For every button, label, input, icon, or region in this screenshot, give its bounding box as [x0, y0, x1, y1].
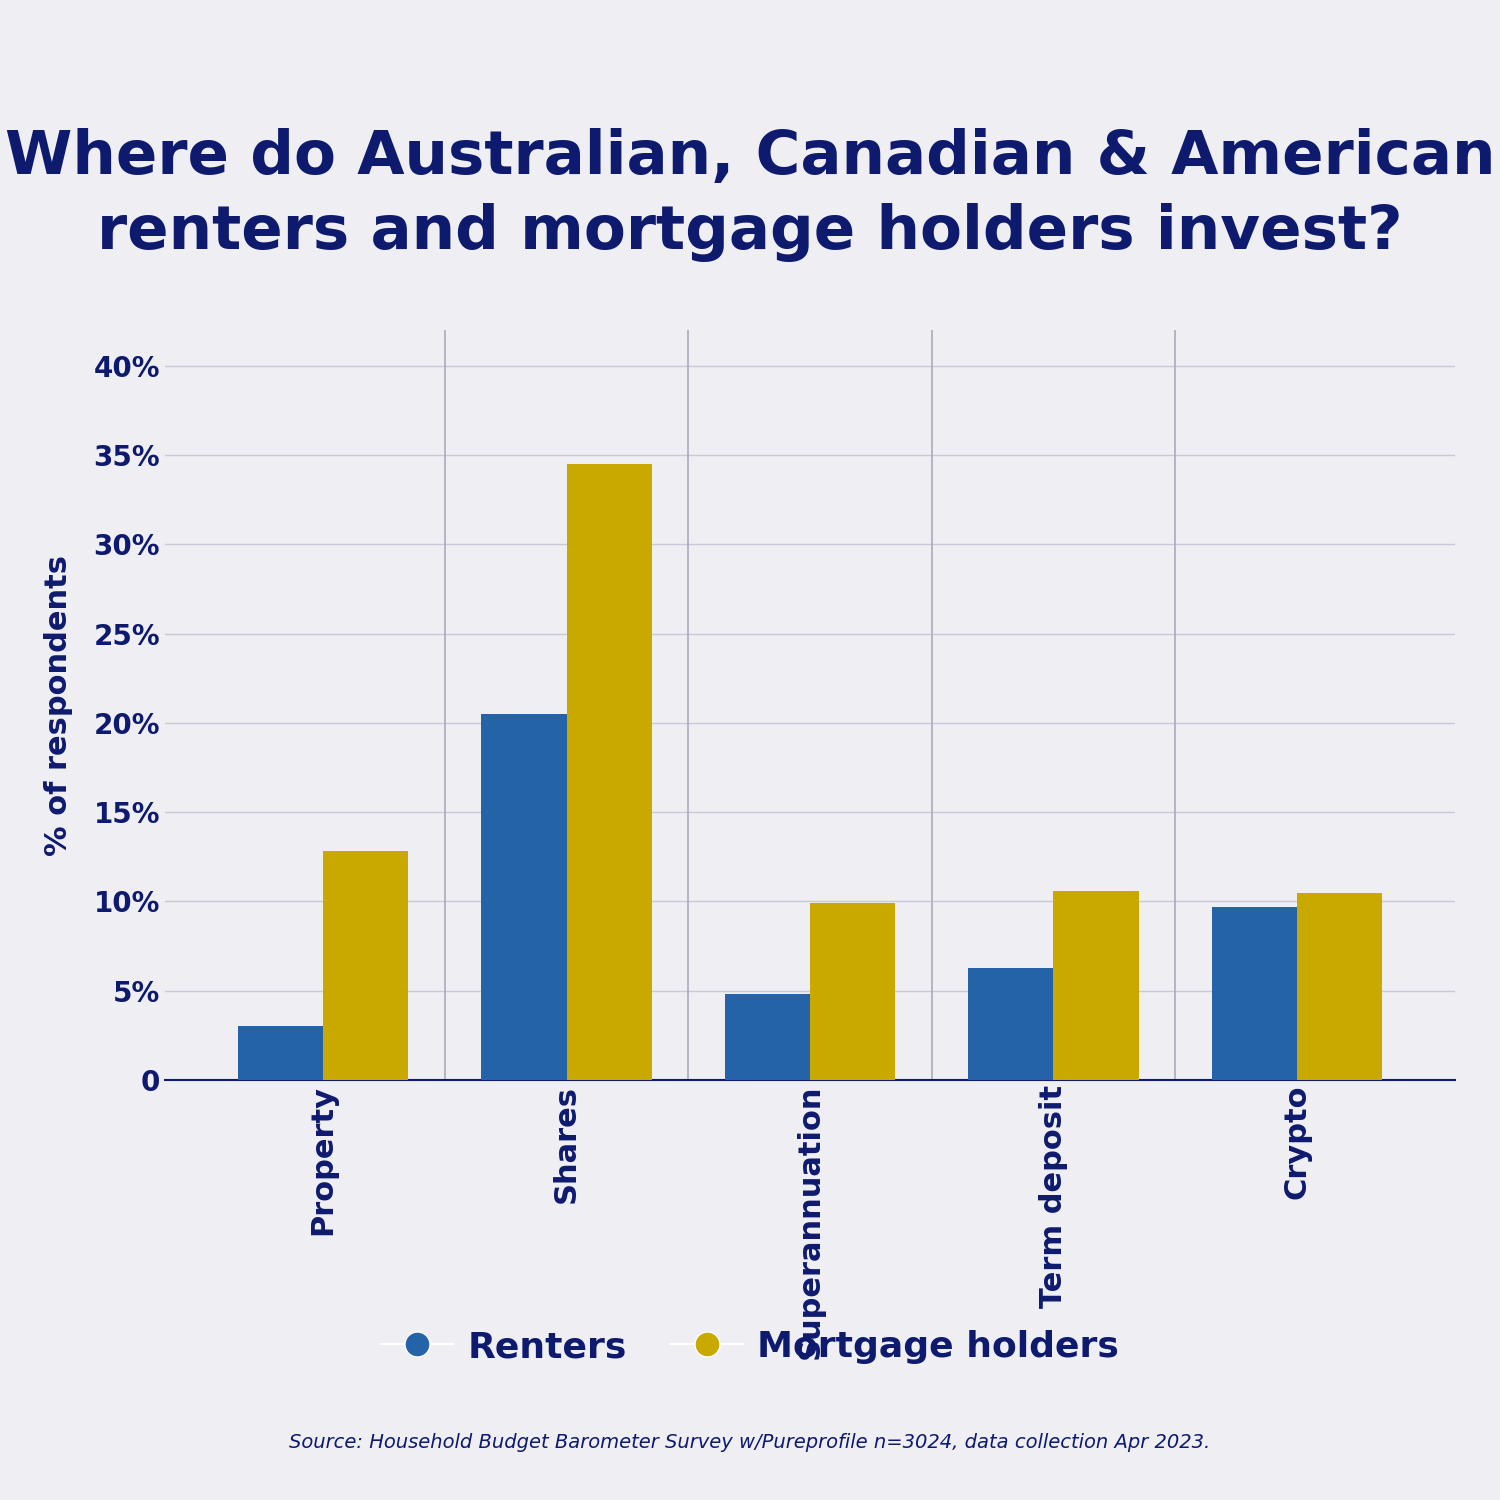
Bar [810, 903, 895, 1080]
Y-axis label: % of respondents: % of respondents [44, 555, 72, 855]
Text: Where do Australian, Canadian & American: Where do Australian, Canadian & American [4, 128, 1496, 188]
Bar [724, 994, 810, 1080]
Legend: Renters, Mortgage holders: Renters, Mortgage holders [366, 1316, 1134, 1378]
Bar [482, 714, 567, 1080]
Bar [1053, 891, 1138, 1080]
Bar [968, 968, 1053, 1080]
Text: Source: Household Budget Barometer Survey w/Pureprofile n=3024, data collection : Source: Household Budget Barometer Surve… [290, 1434, 1210, 1452]
Bar [567, 464, 652, 1080]
Bar [1212, 908, 1298, 1080]
Bar [1298, 892, 1382, 1080]
Bar [322, 852, 408, 1080]
Bar [238, 1026, 322, 1080]
Text: renters and mortgage holders invest?: renters and mortgage holders invest? [98, 202, 1403, 262]
